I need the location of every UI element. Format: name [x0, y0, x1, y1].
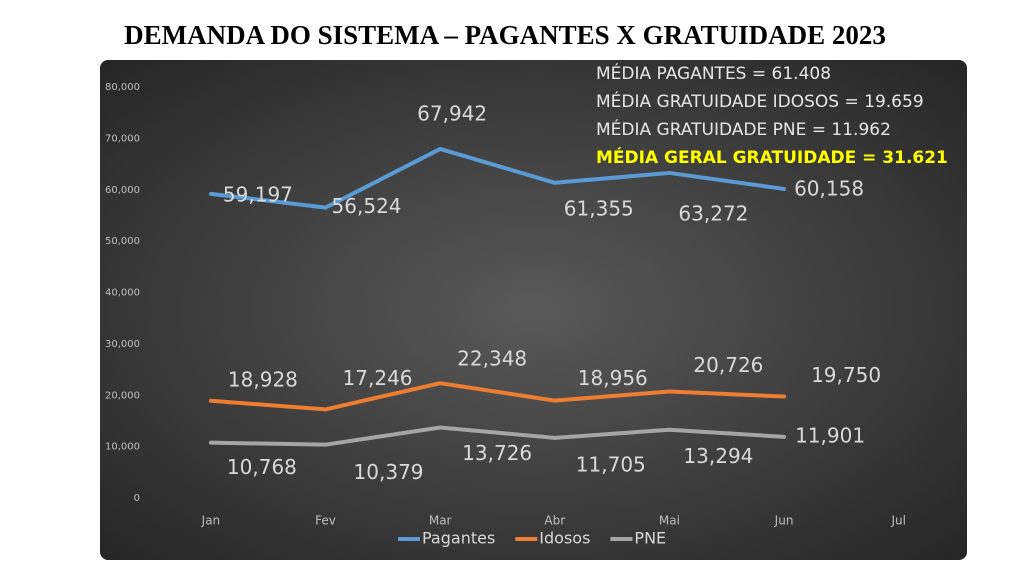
x-tick-label: Jan: [201, 514, 221, 528]
data-label: 10,768: [227, 455, 297, 479]
data-label: 10,379: [354, 460, 424, 484]
data-label: 18,928: [228, 367, 298, 391]
data-label: 11,705: [576, 452, 646, 476]
y-tick-label: 0: [134, 493, 140, 504]
annotation: MÉDIA GRATUIDADE IDOSOS = 19.659: [596, 90, 924, 112]
x-tick-label: Mai: [659, 514, 680, 528]
y-tick-label: 10,000: [105, 442, 140, 453]
y-tick-label: 30,000: [105, 339, 140, 350]
x-tick-label: Jun: [774, 514, 794, 528]
data-label: 18,956: [578, 366, 648, 390]
data-label: 63,272: [678, 201, 748, 225]
data-label: 20,726: [693, 353, 763, 377]
legend-label: Idosos: [539, 529, 590, 548]
legend-label: Pagantes: [422, 529, 495, 548]
series-line: [208, 425, 787, 447]
data-label: 13,294: [683, 444, 753, 468]
data-label: 60,158: [794, 176, 864, 200]
annotation: MÉDIA PAGANTES = 61.408: [596, 62, 831, 84]
data-label: 56,524: [332, 194, 402, 218]
data-label: 59,197: [223, 182, 293, 206]
data-label: 13,726: [462, 441, 532, 465]
data-label: 19,750: [811, 363, 881, 387]
x-tick-label: Mar: [429, 514, 452, 528]
data-label: 61,355: [564, 196, 634, 220]
data-label: 67,942: [417, 101, 487, 125]
annotation: MÉDIA GERAL GRATUIDADE = 31.621: [596, 146, 948, 168]
y-tick-label: 20,000: [105, 390, 140, 401]
legend-label: PNE: [634, 529, 666, 548]
data-label: 22,348: [457, 347, 527, 371]
data-label: 17,246: [343, 366, 413, 390]
y-tick-label: 50,000: [105, 236, 140, 247]
x-tick-label: Abr: [544, 514, 565, 528]
y-tick-label: 70,000: [105, 133, 140, 144]
series-line: [208, 381, 787, 412]
chart-title: DEMANDA DO SISTEMA – PAGANTES X GRATUIDA…: [124, 20, 886, 50]
y-tick-label: 60,000: [105, 185, 140, 196]
x-tick-label: Jul: [890, 514, 905, 528]
series-line: [208, 146, 787, 210]
data-label: 11,901: [795, 423, 865, 447]
x-tick-label: Fev: [315, 514, 336, 528]
y-tick-label: 80,000: [105, 82, 140, 93]
annotation: MÉDIA GRATUIDADE PNE = 11.962: [596, 118, 891, 140]
y-tick-label: 40,000: [105, 288, 140, 299]
